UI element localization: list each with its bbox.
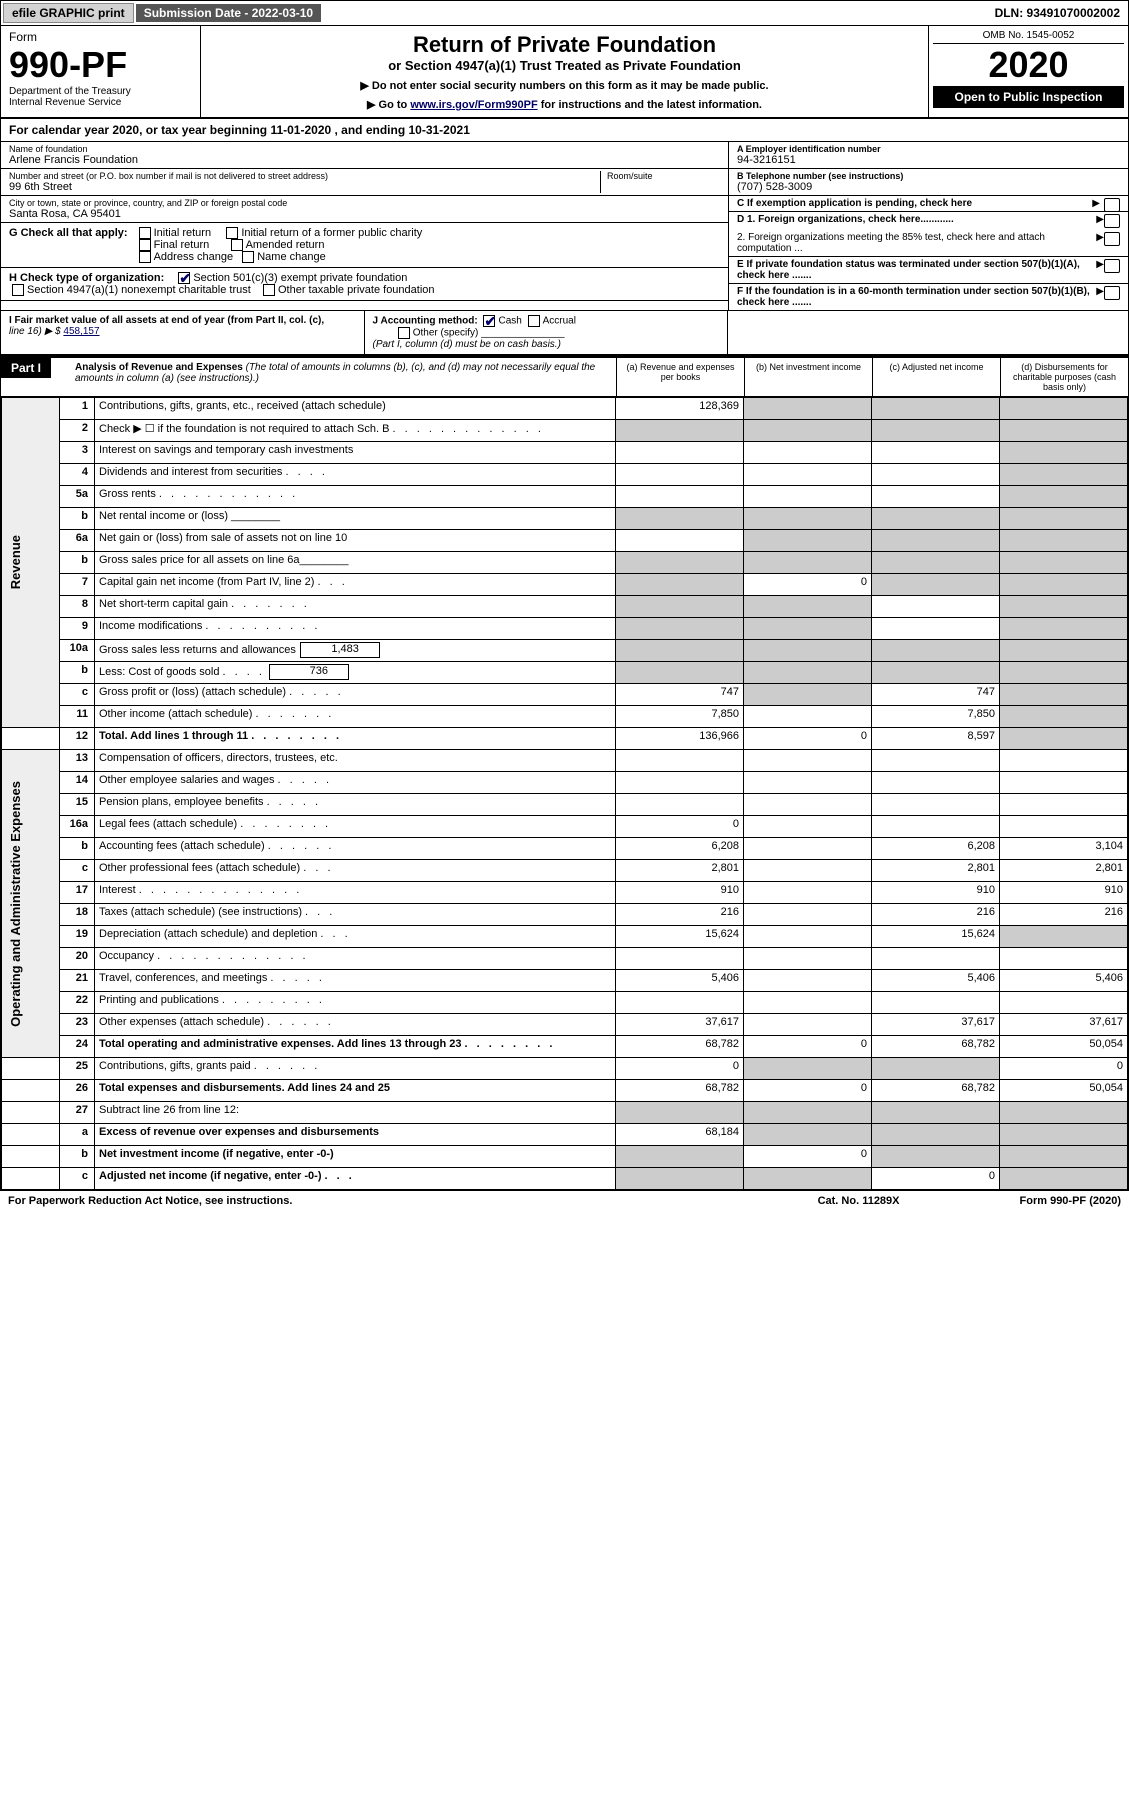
footer-right: Form 990-PF (2020) [1020, 1195, 1121, 1207]
h-lead: H Check type of organization: [9, 272, 164, 284]
phone: (707) 528-3009 [737, 181, 1120, 193]
amended-checkbox[interactable] [231, 239, 243, 251]
ein: 94-3216151 [737, 154, 1120, 166]
col-d: (d) Disbursements for charitable purpose… [1000, 358, 1128, 396]
dln: DLN: 93491070002002 [987, 4, 1128, 22]
note1: ▶ Do not enter social security numbers o… [207, 79, 922, 92]
revenue-label: Revenue [6, 525, 25, 599]
c-label: C If exemption application is pending, c… [737, 198, 972, 209]
col-a: (a) Revenue and expenses per books [616, 358, 744, 396]
topbar: efile GRAPHIC print Submission Date - 20… [1, 1, 1128, 26]
initial-checkbox[interactable] [139, 227, 151, 239]
g-lead: G Check all that apply: [9, 227, 128, 263]
part1-title: Analysis of Revenue and Expenses [75, 362, 243, 373]
addr-label: Number and street (or P.O. box number if… [9, 171, 600, 181]
form-header: Form 990-PF Department of the Treasury I… [1, 26, 1128, 119]
j-note: (Part I, column (d) must be on cash basi… [373, 339, 561, 350]
calendar-year: For calendar year 2020, or tax year begi… [1, 119, 1128, 142]
4947-checkbox[interactable] [12, 284, 24, 296]
501c3-checkbox[interactable] [178, 272, 190, 284]
dept: Department of the Treasury [9, 86, 192, 97]
d2-checkbox[interactable] [1104, 232, 1120, 246]
other-method-checkbox[interactable] [398, 327, 410, 339]
form-link[interactable]: www.irs.gov/Form990PF [410, 99, 537, 111]
col-c: (c) Adjusted net income [872, 358, 1000, 396]
note2-pre: ▶ Go to [367, 99, 410, 111]
footer-mid: Cat. No. 11289X [818, 1195, 900, 1207]
part1-label: Part I [1, 358, 51, 378]
e-checkbox[interactable] [1104, 259, 1120, 273]
city-label: City or town, state or province, country… [9, 198, 720, 208]
d1: D 1. Foreign organizations, check here..… [737, 214, 1096, 228]
footer-left: For Paperwork Reduction Act Notice, see … [8, 1195, 292, 1207]
name-change-checkbox[interactable] [242, 251, 254, 263]
form-word: Form [9, 30, 192, 44]
other-taxable-checkbox[interactable] [263, 284, 275, 296]
ein-label: A Employer identification number [737, 144, 1120, 154]
foundation-name: Arlene Francis Foundation [9, 154, 720, 166]
d1-checkbox[interactable] [1104, 214, 1120, 228]
name-label: Name of foundation [9, 144, 720, 154]
phone-label: B Telephone number (see instructions) [737, 171, 1120, 181]
j-label: J Accounting method: [373, 316, 478, 327]
submission-date: Submission Date - 2022-03-10 [136, 4, 321, 22]
efile-button[interactable]: efile GRAPHIC print [3, 3, 134, 23]
e: E If private foundation status was termi… [737, 259, 1096, 281]
open-inspection: Open to Public Inspection [933, 86, 1124, 108]
note2-post: for instructions and the latest informat… [541, 99, 762, 111]
form-subtitle: or Section 4947(a)(1) Trust Treated as P… [207, 58, 922, 73]
irs: Internal Revenue Service [9, 97, 192, 108]
col-b: (b) Net investment income [744, 358, 872, 396]
i-label: I Fair market value of all assets at end… [9, 315, 324, 326]
room-label: Room/suite [607, 171, 720, 181]
form-number: 990-PF [9, 44, 192, 86]
part1-table: Revenue 1Contributions, gifts, grants, e… [1, 397, 1128, 1190]
f-checkbox[interactable] [1104, 286, 1120, 300]
addr-change-checkbox[interactable] [139, 251, 151, 263]
foundation-city: Santa Rosa, CA 95401 [9, 208, 720, 220]
omb: OMB No. 1545-0052 [933, 30, 1124, 44]
accrual-checkbox[interactable] [528, 315, 540, 327]
foundation-addr: 99 6th Street [9, 181, 600, 193]
tax-year: 2020 [933, 44, 1124, 86]
expenses-label: Operating and Administrative Expenses [6, 771, 25, 1037]
initial-former-checkbox[interactable] [226, 227, 238, 239]
cash-checkbox[interactable] [483, 315, 495, 327]
f: F If the foundation is in a 60-month ter… [737, 286, 1096, 308]
final-checkbox[interactable] [139, 239, 151, 251]
form-title: Return of Private Foundation [207, 32, 922, 58]
d2: 2. Foreign organizations meeting the 85%… [737, 232, 1096, 254]
c-checkbox[interactable] [1104, 198, 1120, 212]
fmv-value[interactable]: 458,157 [63, 326, 99, 337]
